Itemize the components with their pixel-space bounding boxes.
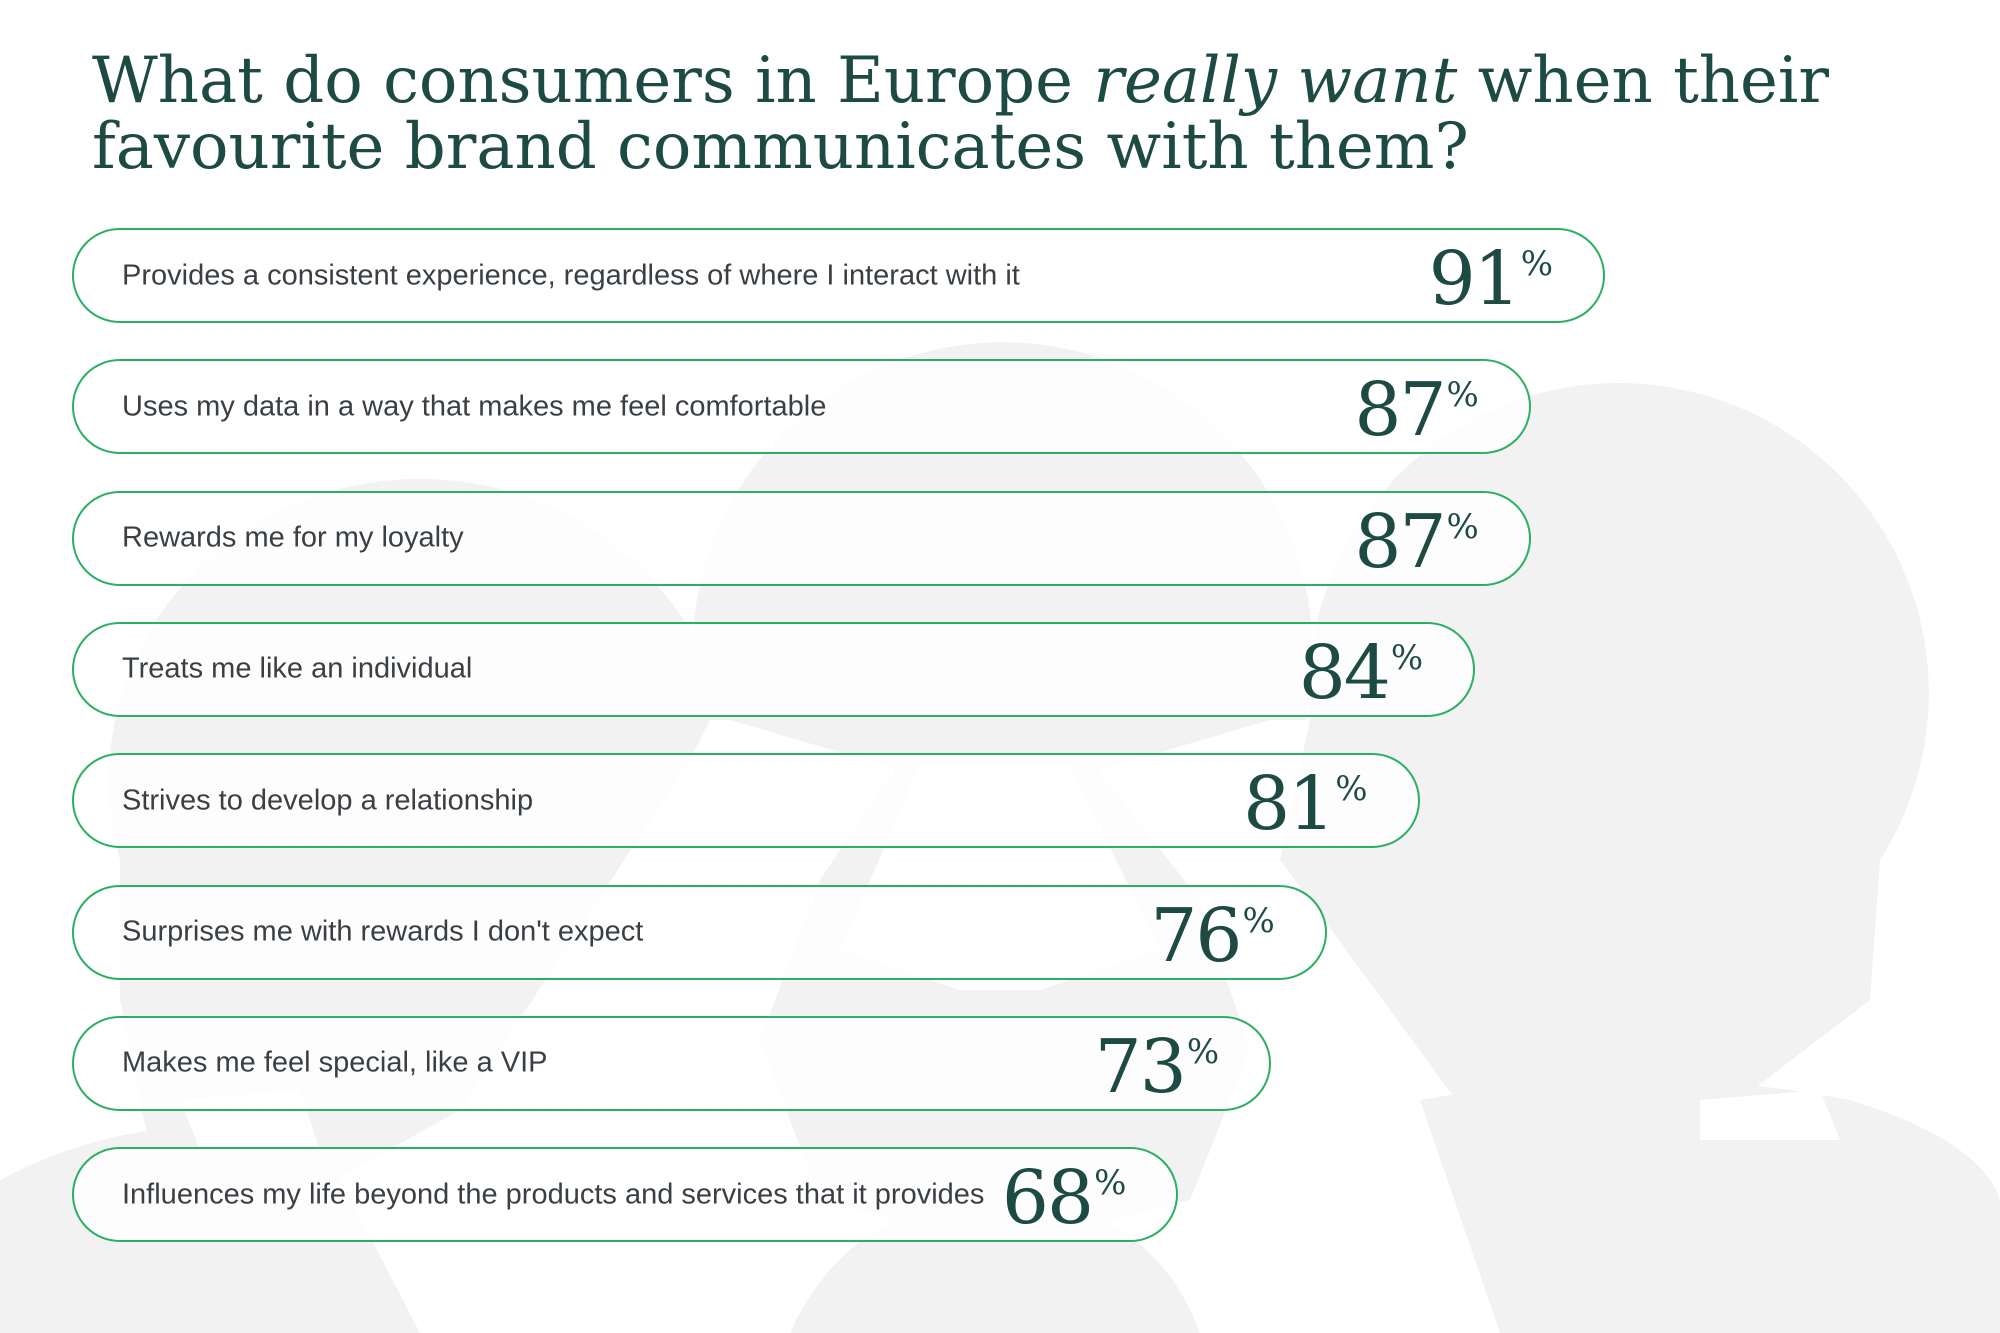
data-label-value: 81 xyxy=(1243,761,1335,848)
bar-label: Provides a consistent experience, regard… xyxy=(122,259,1020,291)
data-label: 87% xyxy=(1354,369,1478,451)
data-label-value: 76 xyxy=(1150,892,1242,979)
data-label-value: 68 xyxy=(1001,1155,1094,1242)
data-label-unit: % xyxy=(1520,244,1554,284)
bar-5: Strives to develop a relationship 81% xyxy=(72,753,1420,849)
page-title: What do consumers in Europe really want … xyxy=(92,48,1952,180)
data-label: 87% xyxy=(1354,501,1478,583)
data-label-value: 91 xyxy=(1428,236,1521,322)
bar-label: Makes me feel special, like a VIP xyxy=(122,1046,548,1079)
data-label-unit: % xyxy=(1335,769,1368,810)
bar-label: Treats me like an individual xyxy=(122,652,473,685)
data-label: 76% xyxy=(1150,895,1274,977)
data-label: 73% xyxy=(1095,1026,1219,1108)
bar-7: Makes me feel special, like a VIP 73% xyxy=(72,1015,1272,1111)
data-label-unit: % xyxy=(1390,637,1424,678)
bar-label: Influences my life beyond the products a… xyxy=(122,1178,985,1211)
data-label-unit: % xyxy=(1446,375,1479,416)
data-label-value: 73 xyxy=(1094,1023,1187,1110)
bar-3: Rewards me for my loyalty 87% xyxy=(72,490,1531,586)
bar-1: Provides a consistent experience, regard… xyxy=(72,228,1606,323)
bar-2: Uses my data in a way that makes me feel… xyxy=(72,359,1531,455)
data-label-unit: % xyxy=(1094,1163,1127,1204)
data-label-unit: % xyxy=(1186,1031,1220,1072)
data-label: 91% xyxy=(1429,238,1553,320)
data-label-value: 87 xyxy=(1354,498,1446,585)
data-label: 68% xyxy=(1002,1157,1126,1239)
bar-4: Treats me like an individual 84% xyxy=(72,621,1476,717)
data-label-unit: % xyxy=(1446,506,1479,547)
data-label: 84% xyxy=(1299,632,1423,714)
data-label-unit: % xyxy=(1242,900,1275,941)
data-label: 81% xyxy=(1243,763,1367,845)
data-label-value: 87 xyxy=(1354,367,1446,454)
title-part-1: What do consumers in Europe xyxy=(92,44,1094,118)
bar-label: Strives to develop a relationship xyxy=(122,784,534,817)
bar-6: Surprises me with rewards I don't expect… xyxy=(72,884,1327,980)
data-label-value: 84 xyxy=(1298,629,1391,716)
bar-8: Influences my life beyond the products a… xyxy=(72,1147,1179,1243)
bar-label: Surprises me with rewards I don't expect xyxy=(122,915,644,948)
title-emphasis: really want xyxy=(1093,44,1458,118)
bar-label: Uses my data in a way that makes me feel… xyxy=(122,390,827,423)
bar-label: Rewards me for my loyalty xyxy=(122,521,464,554)
title-part-2: when their favourite brand communicates … xyxy=(92,44,1829,184)
